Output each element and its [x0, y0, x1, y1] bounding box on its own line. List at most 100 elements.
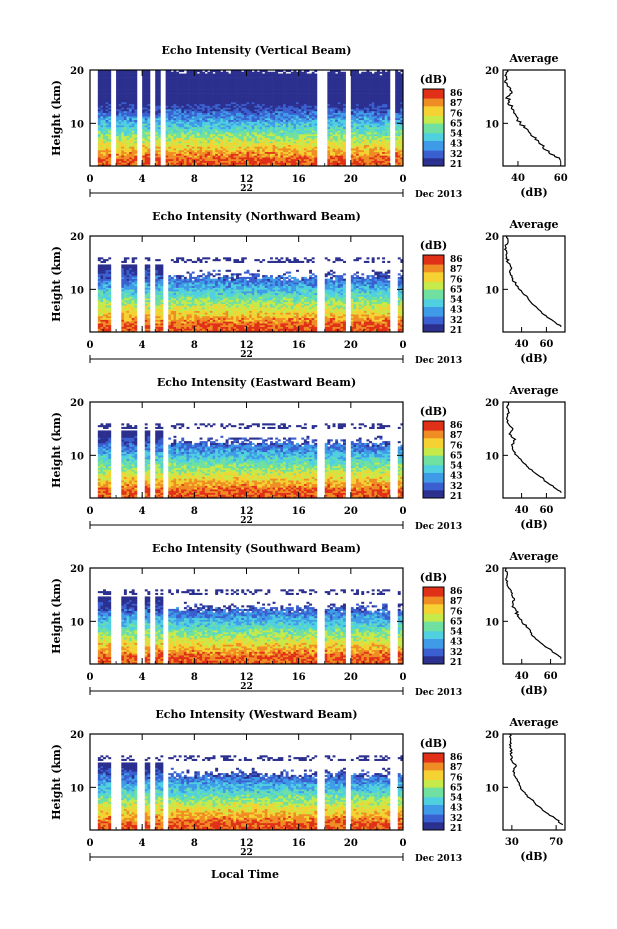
- heatmap-cell: [217, 146, 221, 149]
- heatmap-cell: [262, 75, 266, 78]
- heatmap-cell: [256, 128, 260, 131]
- heatmap-cell: [285, 121, 289, 124]
- heatmap-cell: [285, 150, 289, 153]
- heatmap-cell: [332, 114, 336, 117]
- heatmap-cell: [241, 84, 245, 87]
- heatmap-cell: [181, 123, 185, 126]
- heatmap-cell: [100, 123, 104, 126]
- heatmap-cell: [353, 112, 357, 115]
- heatmap-cell: [181, 93, 185, 96]
- heatmap-cell: [217, 91, 221, 94]
- heatmap-cell: [230, 162, 234, 165]
- heatmap-cell: [277, 80, 281, 83]
- heatmap-cell: [165, 98, 169, 101]
- heatmap-cell: [301, 134, 305, 137]
- heatmap-cell: [155, 125, 159, 128]
- heatmap-cell: [225, 128, 229, 131]
- heatmap-cell: [296, 75, 299, 78]
- heatmap-cell: [220, 160, 224, 163]
- heatmap-cell: [173, 139, 177, 142]
- heatmap-cell: [241, 109, 245, 112]
- heatmap-cell: [366, 73, 370, 76]
- heatmap-cell: [267, 158, 271, 161]
- heatmap-cell: [134, 148, 138, 151]
- heatmap-cell: [327, 80, 331, 83]
- heatmap-cell: [332, 100, 336, 103]
- heatmap-cell: [285, 84, 289, 87]
- heatmap-cell: [314, 123, 318, 126]
- heatmap-cell: [296, 82, 299, 85]
- heatmap-cell: [223, 158, 226, 161]
- heatmap-cell: [285, 148, 289, 151]
- heatmap-cell: [217, 116, 221, 119]
- heatmap-cell: [306, 96, 310, 99]
- heatmap-cell: [251, 157, 255, 160]
- heatmap-cell: [116, 164, 119, 167]
- heatmap-cell: [196, 146, 200, 149]
- heatmap-cell: [275, 119, 279, 122]
- heatmap-cell: [207, 77, 211, 80]
- heatmap-cell: [249, 121, 253, 124]
- heatmap-cell: [272, 123, 276, 126]
- heatmap-cell: [283, 77, 286, 80]
- heatmap-cell: [142, 134, 146, 137]
- heatmap-cell: [262, 139, 266, 142]
- heatmap-cell: [220, 153, 224, 156]
- heatmap-cell: [129, 119, 133, 122]
- heatmap-cell: [199, 123, 203, 126]
- heatmap-cell: [361, 148, 365, 151]
- heatmap-cell: [285, 98, 289, 101]
- heatmap-cell: [296, 125, 299, 128]
- heatmap-cell: [170, 125, 174, 128]
- heatmap-cell: [241, 146, 245, 149]
- heatmap-cell: [147, 123, 151, 126]
- heatmap-cell: [293, 112, 297, 115]
- heatmap-cell: [176, 86, 179, 89]
- heatmap-cell: [121, 96, 125, 99]
- heatmap-cell: [228, 119, 232, 122]
- heatmap-cell: [212, 114, 216, 117]
- heatmap-cell: [343, 146, 346, 149]
- heatmap-cell: [204, 109, 208, 112]
- heatmap-cell: [100, 128, 104, 131]
- heatmap-cell: [118, 119, 122, 122]
- heatmap-cell: [280, 91, 284, 94]
- heatmap-cell: [267, 118, 271, 121]
- heatmap-cell: [264, 110, 268, 113]
- heatmap-cell: [288, 107, 292, 110]
- heatmap-cell: [285, 110, 289, 113]
- heatmap-cell: [327, 86, 331, 89]
- heatmap-cell: [314, 87, 318, 90]
- heatmap-cell: [361, 78, 365, 81]
- heatmap-cell: [259, 116, 263, 119]
- heatmap-cell: [256, 151, 260, 154]
- heatmap-cell: [241, 141, 245, 144]
- heatmap-cell: [233, 144, 237, 147]
- heatmap-cell: [350, 157, 354, 160]
- heatmap-cell: [194, 158, 198, 161]
- heatmap-cell: [236, 107, 239, 110]
- heatmap-cell: [246, 118, 250, 121]
- heatmap-cell: [131, 137, 135, 140]
- heatmap-cell: [301, 123, 305, 126]
- heatmap-cell: [280, 80, 284, 83]
- heatmap-cell: [267, 103, 271, 106]
- heatmap-cell: [309, 155, 313, 158]
- heatmap-cell: [366, 128, 370, 131]
- heatmap-cell: [241, 155, 245, 158]
- heatmap-cell: [283, 162, 286, 165]
- heatmap-cell: [303, 112, 307, 115]
- heatmap-cell: [199, 91, 203, 94]
- heatmap-cell: [118, 80, 122, 83]
- heatmap-cell: [103, 135, 106, 138]
- heatmap-cell: [131, 116, 135, 119]
- heatmap-cell: [337, 123, 341, 126]
- heatmap-cell: [254, 135, 258, 138]
- heatmap-cell: [147, 110, 151, 113]
- heatmap-cell: [238, 114, 242, 117]
- heatmap-cell: [238, 139, 242, 142]
- heatmap-cell: [337, 150, 341, 153]
- heatmap-cell: [121, 158, 125, 161]
- heatmap-cell: [217, 126, 221, 129]
- heatmap-cell: [238, 78, 242, 81]
